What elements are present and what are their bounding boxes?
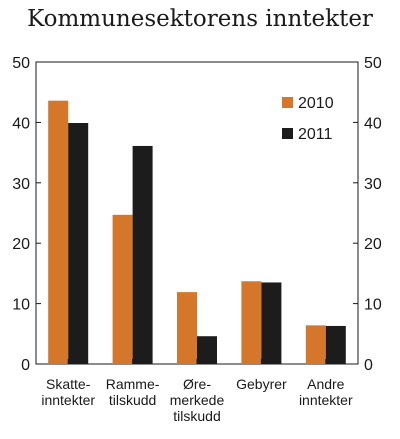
legend-swatch-2010 — [282, 97, 293, 108]
x-tick-label: tilskudd — [173, 408, 220, 424]
bar-2011 — [197, 336, 217, 364]
y-tick-label-right: 30 — [364, 176, 382, 193]
bar-2011 — [132, 145, 153, 364]
y-tick-label-left: 40 — [12, 115, 30, 132]
x-tick-label: tilskudd — [109, 392, 156, 408]
bar-2010 — [48, 100, 69, 364]
y-tick-label-left: 20 — [12, 236, 30, 253]
y-tick-label-right: 40 — [364, 115, 382, 132]
x-tick-label: Øre- — [183, 376, 211, 392]
bar-2010 — [177, 292, 197, 364]
x-tick-label: Gebyrer — [236, 376, 287, 392]
legend-label-2011: 2011 — [298, 126, 333, 143]
bar-2010 — [305, 325, 326, 364]
x-tick-label: merkede — [170, 392, 225, 408]
chart-title: Kommunesektorens inntekter — [27, 6, 373, 32]
x-tick-label: inntekter — [41, 392, 95, 408]
y-tick-label-left: 10 — [12, 297, 30, 314]
y-tick-label-left: 50 — [12, 55, 30, 72]
y-tick-label-right: 20 — [364, 236, 382, 253]
bar-2011 — [325, 325, 346, 364]
x-tick-label: inntekter — [299, 392, 353, 408]
bar-2011 — [261, 282, 282, 364]
y-tick-label-right: 10 — [364, 297, 382, 314]
y-tick-label-right: 0 — [364, 357, 373, 374]
legend-swatch-2011 — [282, 128, 293, 139]
bar-2010 — [112, 214, 133, 364]
x-tick-label: Skatte- — [46, 376, 91, 392]
x-tick-label: Ramme- — [106, 376, 160, 392]
y-tick-label-left: 0 — [21, 357, 30, 374]
y-tick-label-left: 30 — [12, 176, 30, 193]
y-tick-label-right: 50 — [364, 55, 382, 72]
x-tick-label: Andre — [307, 376, 345, 392]
bar-2010 — [241, 281, 262, 364]
legend-label-2010: 2010 — [298, 95, 334, 112]
bar-2011 — [68, 123, 89, 364]
